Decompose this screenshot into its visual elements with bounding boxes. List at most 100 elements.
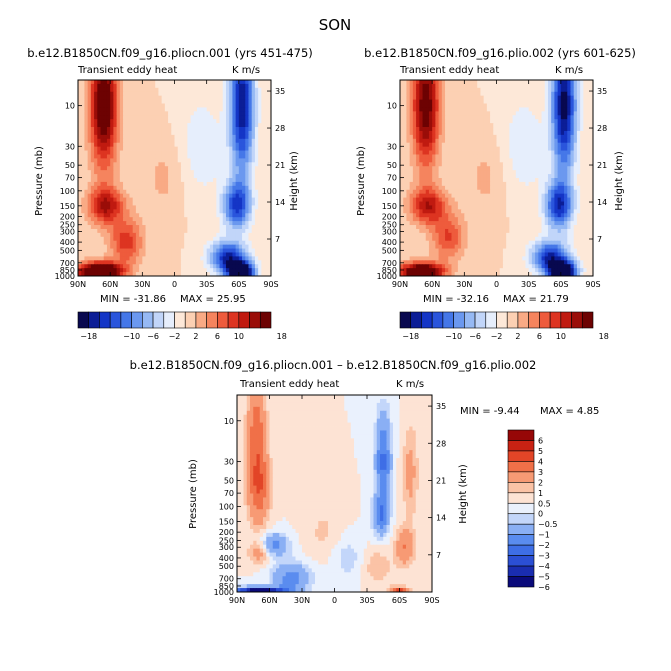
field-cell — [412, 99, 417, 104]
field-cell — [496, 91, 501, 97]
field-cell — [551, 95, 555, 100]
field-cell — [493, 158, 497, 163]
field-cell — [132, 272, 137, 277]
field-cell — [187, 256, 191, 261]
field-cell — [232, 260, 237, 265]
field-cell — [480, 99, 485, 104]
field-cell — [187, 80, 191, 85]
field-cell — [78, 264, 82, 269]
field-cell — [493, 115, 497, 120]
field-cell — [168, 162, 172, 167]
field-cell — [583, 83, 587, 89]
field-cell — [203, 107, 208, 112]
field-cell — [123, 248, 127, 253]
field-cell — [464, 107, 468, 112]
field-cell — [416, 91, 420, 97]
field-cell — [123, 240, 127, 246]
field-cell — [541, 181, 546, 187]
field-cell — [560, 189, 565, 195]
field-cell — [490, 154, 494, 159]
field-cell — [90, 166, 95, 171]
field-cell — [126, 107, 130, 112]
field-cell — [168, 228, 172, 234]
field-cell — [174, 95, 179, 100]
field-cell — [541, 158, 546, 163]
field-cell — [525, 134, 530, 140]
field-cell — [406, 201, 411, 206]
field-cell — [135, 83, 140, 89]
field-cell — [132, 99, 137, 104]
field-cell — [84, 103, 89, 108]
field-cell — [580, 162, 584, 167]
field-cell — [512, 142, 517, 148]
field-cell — [467, 166, 472, 171]
field-cell — [200, 272, 204, 277]
field-cell — [132, 232, 137, 238]
field-cell — [573, 115, 578, 120]
y-tick-label: 250 — [60, 221, 75, 230]
field-cell — [139, 154, 143, 159]
field-cell — [412, 170, 417, 175]
field-cell — [197, 166, 201, 171]
field-cell — [219, 111, 224, 116]
field-cell — [197, 91, 201, 97]
field-cell — [209, 232, 214, 238]
field-cell — [229, 225, 233, 230]
field-cell — [573, 87, 578, 93]
field-cell — [106, 154, 111, 159]
field-cell — [209, 228, 214, 234]
field-cell — [97, 201, 101, 206]
field-cell — [174, 236, 179, 242]
field-cell — [242, 111, 246, 116]
field-cell — [445, 80, 449, 85]
field-cell — [576, 138, 581, 144]
field-cell — [139, 119, 143, 124]
field-cell — [229, 181, 233, 187]
field-cell — [168, 95, 172, 100]
field-cell — [219, 189, 224, 195]
field-cell — [583, 138, 587, 144]
field-cell — [126, 95, 130, 100]
field-cell — [531, 95, 536, 100]
field-cell — [541, 178, 546, 183]
field-cell — [586, 146, 591, 151]
field-cell — [448, 162, 452, 167]
field-cell — [496, 170, 501, 175]
field-cell — [238, 87, 243, 93]
field-cell — [184, 174, 188, 179]
field-cell — [81, 252, 85, 257]
field-cell — [432, 193, 436, 198]
field-cell — [406, 87, 411, 93]
field-cell — [251, 178, 256, 183]
field-cell — [164, 87, 169, 93]
field-cell — [525, 91, 530, 97]
field-cell — [519, 119, 523, 124]
field-cell — [129, 127, 134, 132]
field-cell — [197, 197, 201, 202]
field-cell — [151, 170, 156, 175]
field-cell — [113, 150, 117, 155]
field-cell — [148, 119, 153, 124]
field-cell — [97, 217, 101, 222]
field-cell — [528, 134, 533, 140]
field-cell — [113, 107, 117, 112]
field-cell — [213, 127, 217, 132]
field-cell — [219, 170, 224, 175]
y-tick-label: 300 — [60, 227, 75, 236]
field-cell — [190, 115, 195, 120]
field-cell — [161, 127, 166, 132]
field-cell — [184, 87, 188, 93]
field-cell — [174, 134, 179, 140]
field-cell — [126, 201, 130, 206]
field-cell — [90, 150, 95, 155]
field-cell — [158, 221, 163, 226]
field-cell — [232, 178, 237, 183]
field-cell — [155, 142, 159, 148]
field-cell — [519, 142, 523, 148]
field-cell — [541, 189, 546, 195]
field-cell — [206, 80, 211, 85]
field-cell — [251, 197, 256, 202]
field-cell — [100, 244, 105, 249]
field-cell — [261, 146, 265, 151]
field-cell — [94, 256, 98, 261]
